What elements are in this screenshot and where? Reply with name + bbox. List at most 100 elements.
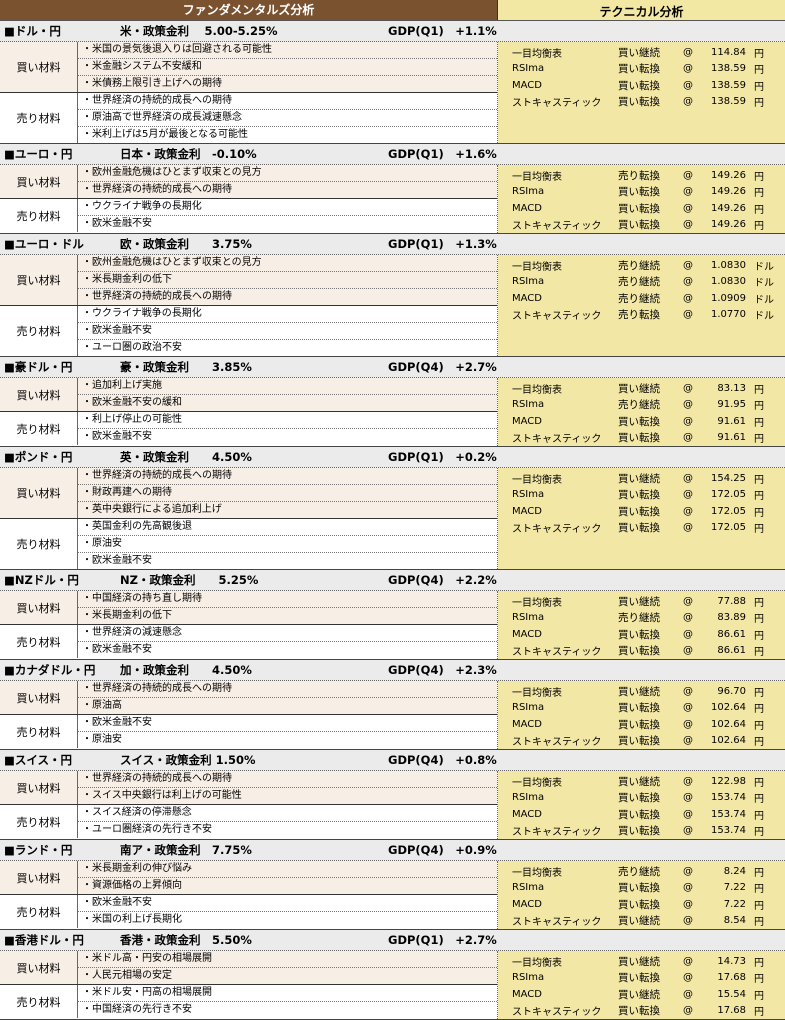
currency-unit: 円 [754, 957, 764, 969]
gdp-growth: GDP(Q1) +2.7% [388, 933, 497, 947]
signal: 買い継続 [618, 915, 660, 928]
at-symbol: @ [683, 718, 693, 730]
currency-unit: 円 [754, 827, 764, 839]
factor-item: ・中国経済の持ち直し期待 [78, 591, 497, 608]
indicator-name: ストキャスティック [512, 221, 602, 233]
price-value: 138.59 [711, 96, 746, 108]
technical-panel: 一目均衡表 買い継続 @96.70 円 RSIma 買い転換 @102.64 円 MACD 買い転… [498, 681, 785, 749]
at-symbol: @ [683, 186, 693, 198]
indicator-name: MACD [512, 415, 542, 427]
currency-unit: 円 [754, 491, 764, 503]
section-body: 買い材料 ・米国の景気後退入りは回避される可能性 ・米金融システム不安緩和 ・米債務上… [0, 42, 785, 144]
technical-row: ストキャスティック 買い転換 @172.05 円 [498, 520, 785, 537]
currency-unit: ドル [754, 278, 774, 290]
technical-panel: 一目均衡表 売り継続 @1.0830 ドル RSIma 売り継続 @1.0830 ドル MACD… [498, 255, 785, 356]
fundamental-factors: 買い材料 ・世界経済の持続的成長への期待 ・スイス中央銀行は利上げの可能性 売り材料・… [0, 771, 498, 839]
factor-item: ・ユーロ圏の政治不安 [82, 342, 182, 353]
fundamental-factors: 買い材料 ・米国の景気後退入りは回避される可能性 ・米金融システム不安緩和 ・米債務上… [0, 42, 498, 143]
at-symbol: @ [683, 415, 693, 427]
at-symbol: @ [683, 79, 693, 91]
fundamental-factors: 買い材料 ・中国経済の持ち直し期待 ・米長期金利の低下 売り材料 ・世界経済の減速懸念・… [0, 591, 498, 659]
buy-factors-list: ・世界経済の持続的成長への期待 ・原油高 [78, 681, 497, 714]
price-value: 153.74 [711, 792, 746, 804]
buy-factors-list: ・追加利上げ実施 ・欧米金融不安の緩和 [78, 378, 497, 411]
signal: 買い転換 [618, 702, 660, 715]
section-body: 買い材料 ・世界経済の持続的成長への期待 ・スイス中央銀行は利上げの可能性 売り材料・… [0, 771, 785, 840]
sell-factors-list: ・ウクライナ戦争の長期化 ・欧米金融不安 [78, 199, 497, 232]
factor-item: ・財政再建への期待 [78, 485, 497, 502]
sell-factors-list: ・世界経済の減速懸念 ・欧米金融不安 [78, 625, 497, 658]
buy-factors-list: ・米国の景気後退入りは回避される可能性 ・米金融システム不安緩和 ・米債務上限引き上… [78, 42, 497, 92]
currency-unit: 円 [754, 720, 764, 732]
factor-item: ・原油安 [78, 536, 497, 553]
price-value: 153.74 [711, 808, 746, 820]
technical-row: ストキャスティック 買い転換 @17.68 円 [498, 1003, 785, 1020]
currency-unit: 円 [754, 884, 764, 896]
signal: 買い転換 [618, 718, 660, 731]
signal: 買い転換 [618, 186, 660, 199]
currency-unit: 円 [754, 98, 764, 110]
factor-item: ・米国の景気後退入りは回避される可能性 [78, 42, 497, 59]
technical-panel: 一目均衡表 買い継続 @14.73 円 RSIma 買い転換 @17.68 円 MACD 買い継続… [498, 951, 785, 1019]
currency-unit: 円 [754, 917, 764, 929]
technical-row: 一目均衡表 買い継続 @122.98 円 [498, 773, 785, 790]
factor-item: ・世界経済の持続的成長への期待 [82, 184, 232, 195]
signal: 買い継続 [618, 988, 660, 1001]
price-value: 102.64 [711, 702, 746, 714]
factor-item: ・原油安 [82, 734, 122, 745]
factor-item: ・米国の利上げ長期化 [82, 914, 182, 925]
signal: 買い継続 [618, 472, 660, 485]
price-value: 17.68 [717, 1005, 746, 1017]
signal: 買い転換 [618, 898, 660, 911]
sell-factors-group: 売り材料 ・ウクライナ戦争の長期化 ・欧米金融不安 ・ユーロ圏の政治不安 [0, 306, 497, 356]
factor-item: ・欧米金融不安 [78, 715, 497, 732]
price-value: 1.0770 [711, 309, 746, 321]
currency-unit: 円 [754, 507, 764, 519]
sell-factors-group: 売り材料 ・欧米金融不安 ・米国の利上げ長期化 [0, 895, 497, 928]
technical-row: RSIma 買い転換 @7.22 円 [498, 880, 785, 897]
buy-factors-label: 買い材料 [0, 681, 78, 714]
price-value: 7.22 [723, 882, 746, 894]
currency-unit: 円 [754, 81, 764, 93]
at-symbol: @ [683, 955, 693, 967]
currency-unit: ドル [754, 294, 774, 306]
technical-row: RSIma 売り継続 @83.89 円 [498, 610, 785, 627]
currency-unit: 円 [754, 647, 764, 659]
at-symbol: @ [683, 276, 693, 288]
buy-factors-label: 買い材料 [0, 255, 78, 305]
signal: 売り継続 [618, 399, 660, 412]
currency-section: ■豪ドル・円 豪・政策金利 3.85% GDP(Q4) +2.7% 買い材料 ・追加利上… [0, 357, 785, 447]
signal: 買い転換 [618, 219, 660, 232]
currency-unit: 円 [754, 794, 764, 806]
currency-unit: 円 [754, 1007, 764, 1019]
buy-factors-group: 買い材料 ・米ドル高・円安の相場展開 ・人民元相場の安定 [0, 951, 497, 985]
signal: 買い転換 [618, 79, 660, 92]
at-symbol: @ [683, 522, 693, 534]
currency-unit: 円 [754, 777, 764, 789]
currency-section: ■ポンド・円 英・政策金利 4.50% GDP(Q1) +0.2% 買い材料 ・世界経済… [0, 447, 785, 570]
signal: 買い転換 [618, 96, 660, 109]
sell-factors-list: ・米ドル安・円高の相場展開 ・中国経済の先行き不安 [78, 985, 497, 1018]
fundamentals-header: ファンダメンタルズ分析 [0, 0, 498, 20]
currency-unit: 円 [754, 990, 764, 1002]
factor-item: ・世界経済の減速懸念 [78, 625, 497, 642]
price-value: 1.0830 [711, 276, 746, 288]
currency-unit: 円 [754, 900, 764, 912]
technical-row: MACD 買い転換 @86.61 円 [498, 626, 785, 643]
price-value: 138.59 [711, 79, 746, 91]
technical-panel: 一目均衡表 売り転換 @149.26 円 RSIma 買い転換 @149.26 円 MACD 買い… [498, 165, 785, 233]
indicator-name: RSIma [512, 63, 545, 75]
signal: 買い転換 [618, 63, 660, 76]
at-symbol: @ [683, 382, 693, 394]
at-symbol: @ [683, 472, 693, 484]
at-symbol: @ [683, 259, 693, 271]
table-header: ファンダメンタルズ分析 テクニカル分析 [0, 0, 785, 21]
at-symbol: @ [683, 792, 693, 804]
currency-unit: 円 [754, 48, 764, 60]
currency-unit: 円 [754, 687, 764, 699]
factor-item: ・人民元相場の安定 [82, 970, 172, 981]
at-symbol: @ [683, 702, 693, 714]
sell-factors-list: ・欧米金融不安 ・米国の利上げ長期化 [78, 895, 497, 928]
factor-item: ・米利上げは5月が最後となる可能性 [82, 129, 249, 140]
factor-item: ・米長期金利の低下 [82, 610, 172, 621]
